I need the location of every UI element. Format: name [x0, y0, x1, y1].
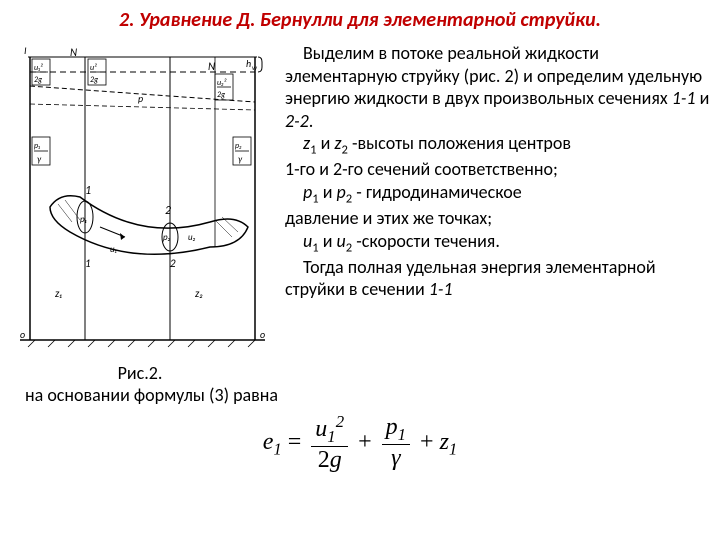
svg-text:2g: 2g: [34, 75, 43, 85]
svg-text:u₁: u₁: [110, 244, 117, 255]
svg-text:z₂: z₂: [195, 287, 203, 300]
svg-text:p₂: p₂: [235, 141, 242, 151]
f-z-sub: 1: [449, 439, 457, 458]
paragraph-2b: 1-го и 2-го сечений соответственно;: [285, 158, 710, 181]
p4-and: и: [319, 230, 337, 252]
paragraph-2: z1 и z2 -высоты положения центров: [285, 132, 710, 158]
bernoulli-diagram: I N N h w u₁² 2g u² 2g u₂² 2g p: [10, 42, 270, 352]
f-plus1: +: [358, 428, 378, 454]
body-text: Выделим в потоке реальной жидкости элеме…: [270, 42, 710, 384]
f1d-2: 2: [318, 447, 330, 473]
svg-text:u₂²: u₂²: [217, 78, 227, 88]
f-plus2: +: [420, 428, 440, 454]
svg-text:1: 1: [85, 257, 91, 270]
f-z: z: [440, 428, 449, 454]
f1n-u: u: [315, 416, 327, 442]
svg-text:o: o: [260, 328, 265, 341]
svg-text:N: N: [70, 46, 77, 59]
paragraph-3b: давление и этих же точках;: [285, 207, 710, 230]
p5-b: на основании формулы (3) равна: [25, 384, 278, 406]
bottom-text: на основании формулы (3) равна: [0, 384, 720, 407]
svg-text:N: N: [208, 60, 215, 73]
f-e: e: [263, 428, 274, 454]
paragraph-1: Выделим в потоке реальной жидкости элеме…: [285, 42, 710, 132]
page-title: 2. Уравнение Д. Бернулли для элементарно…: [0, 0, 720, 42]
f2n-sub: 1: [398, 424, 406, 443]
p5-sec: 1-1: [429, 278, 453, 300]
svg-text:z₁: z₁: [55, 287, 62, 300]
p1-mid: и: [696, 87, 710, 109]
p5-a: Тогда полная удельная энергия элементарн…: [285, 256, 656, 301]
svg-text:2g: 2g: [217, 90, 226, 100]
p1-end: .: [309, 110, 314, 132]
f1d-g: g: [330, 447, 342, 473]
content-area: I N N h w u₁² 2g u² 2g u₂² 2g p: [0, 42, 720, 384]
f-eq: =: [288, 428, 308, 454]
z2-var: z: [334, 132, 341, 154]
u1-var: u: [303, 230, 312, 252]
paragraph-3: p1 и p2 - гидродинамическое: [285, 181, 710, 207]
svg-text:2g: 2g: [90, 75, 99, 85]
u2-var: u: [337, 230, 346, 252]
p2-and: и: [317, 132, 335, 154]
f1n-sup: 2: [336, 412, 344, 431]
p2-var: p: [337, 181, 346, 203]
svg-text:2: 2: [170, 257, 176, 270]
paragraph-5: Тогда полная удельная энергия элементарн…: [285, 256, 710, 301]
p1-sec2: 2-2: [285, 110, 309, 132]
svg-text:p: p: [138, 92, 143, 105]
f1n-sub: 1: [327, 426, 335, 445]
f-frac2: p1 γ: [382, 414, 410, 473]
f-e-sub: 1: [273, 439, 281, 458]
p1-text: Выделим в потоке реальной жидкости элеме…: [285, 42, 702, 109]
p2-text: -высоты положения центров: [348, 132, 571, 154]
svg-text:o: o: [20, 328, 25, 341]
figure-column: I N N h w u₁² 2g u² 2g u₂² 2g p: [10, 42, 270, 384]
f2n-p: p: [386, 414, 398, 440]
p1-sec1: 1-1: [672, 87, 696, 109]
svg-text:p₁: p₁: [80, 214, 87, 225]
p3-and: и: [319, 181, 337, 203]
svg-text:h: h: [246, 57, 251, 70]
paragraph-4: u1 и u2 -скорости течения.: [285, 230, 710, 256]
f2d: γ: [382, 445, 410, 472]
svg-text:u₂: u₂: [188, 232, 196, 243]
svg-text:u₁²: u₁²: [34, 63, 43, 73]
p4-text: -скорости течения.: [352, 230, 500, 252]
svg-text:u²: u²: [90, 63, 97, 73]
bernoulli-formula: e1 = u12 2g + p1 γ + z1: [0, 407, 720, 475]
figure-caption: Рис.2.: [10, 362, 270, 384]
svg-text:1: 1: [85, 184, 91, 198]
svg-text:p₁: p₁: [34, 141, 40, 151]
p3-text: - гидродинамическое: [352, 181, 522, 203]
f-frac1: u12 2g: [311, 412, 348, 475]
p1-var: p: [303, 181, 312, 203]
